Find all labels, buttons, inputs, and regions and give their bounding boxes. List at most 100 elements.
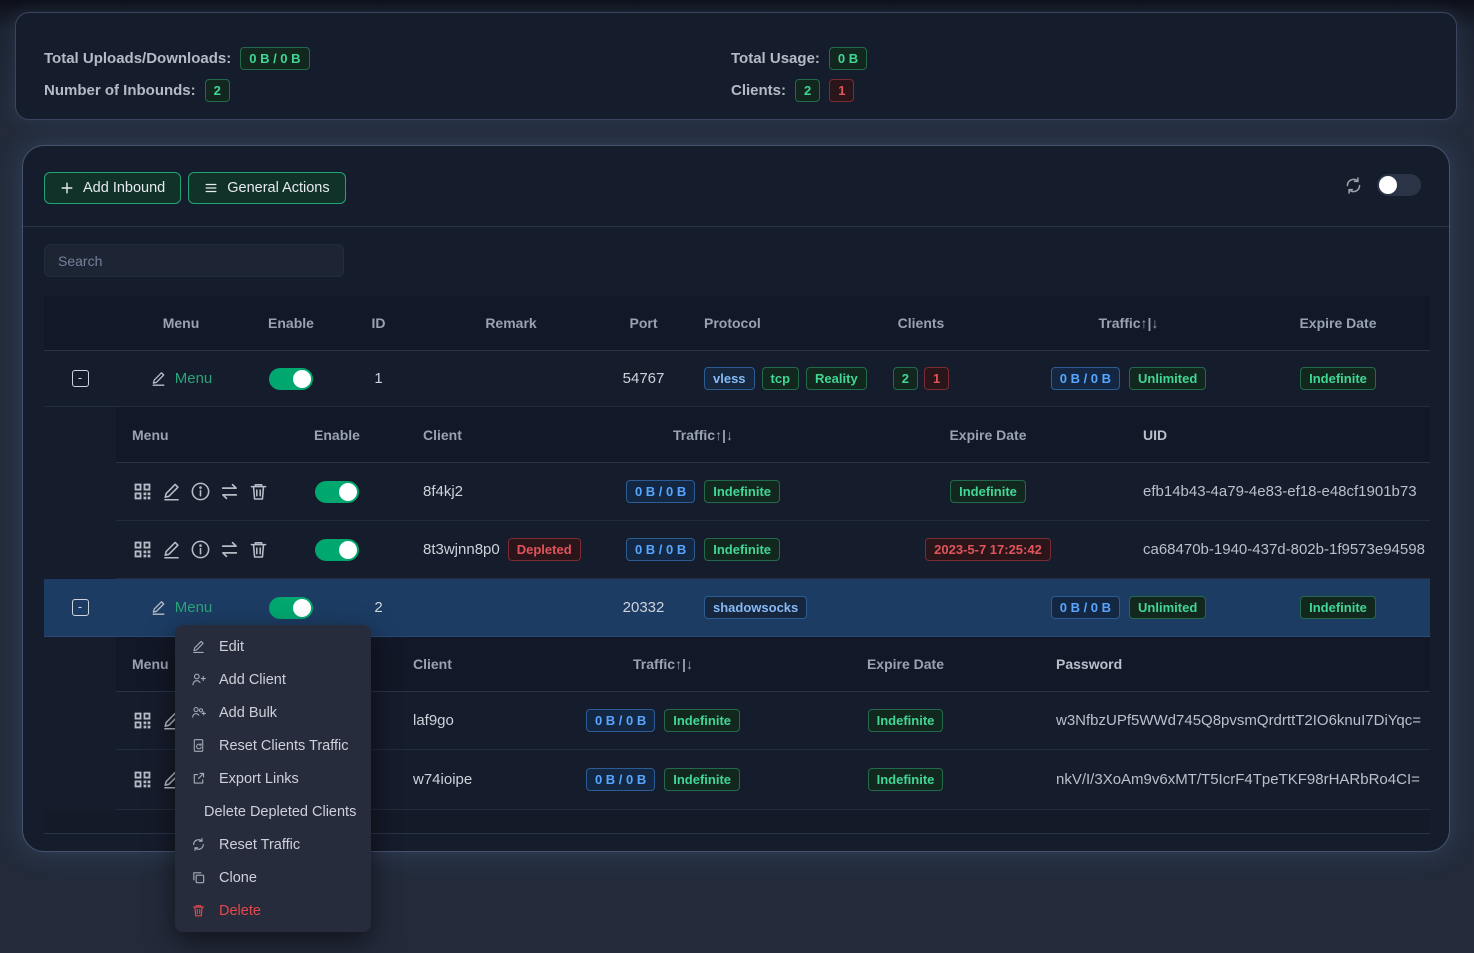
client-traffic-limit-badge: Indefinite: [664, 768, 741, 791]
edit-client-icon[interactable]: [161, 539, 182, 560]
sub-header-uid: UID: [1143, 426, 1168, 443]
plus-icon: [60, 181, 74, 195]
inbound-id: 1: [374, 370, 383, 387]
stat-clients-total: 2: [795, 78, 821, 102]
expire-badge: Indefinite: [1300, 596, 1376, 619]
inbound-menu-button[interactable]: Menu: [150, 370, 213, 387]
sub-header-menu: Menu: [132, 426, 169, 443]
client-row: laf9go 0 B / 0 B Indefinite Indefinite w…: [116, 692, 1430, 750]
client-enable-toggle[interactable]: [315, 538, 359, 561]
add-inbound-button[interactable]: Add Inbound: [44, 172, 182, 204]
edit-icon: [191, 639, 206, 654]
info-icon[interactable]: [190, 539, 211, 560]
enable-toggle[interactable]: [269, 596, 313, 619]
sub-header-client: Client: [413, 656, 452, 672]
edit-client-icon[interactable]: [161, 481, 182, 502]
menu-item-edit[interactable]: Edit: [175, 630, 371, 663]
client-expire-badge: Indefinite: [867, 768, 944, 791]
client-traffic-limit-badge: Indefinite: [704, 538, 781, 561]
toolbar-divider: [23, 226, 1449, 227]
header-toggle[interactable]: [1377, 174, 1421, 196]
header-remark: Remark: [485, 315, 537, 331]
stat-clients-label: Clients:: [731, 81, 787, 99]
security-tag: Reality: [806, 367, 867, 390]
header-port: Port: [629, 315, 658, 331]
enable-toggle[interactable]: [269, 367, 313, 390]
file-refresh-icon: [191, 738, 206, 753]
general-actions-label: General Actions: [227, 180, 330, 196]
general-actions-button[interactable]: General Actions: [188, 172, 346, 204]
client-uid: efb14b43-4a79-4e83-ef18-e48cf1901b73: [1143, 483, 1417, 500]
client-name: 8f4kj2: [423, 483, 464, 500]
sub-header-traffic-sort[interactable]: Traffic↑|↓: [633, 656, 693, 672]
expire-badge: Indefinite: [1300, 367, 1376, 390]
client-password: nkV/I/3XoAm9v6xMT/T5IcrF4TpeTKF98rHARbRo…: [1056, 771, 1420, 788]
inbound-port: 20332: [622, 599, 665, 616]
clients-depleted-badge: 1: [924, 367, 950, 390]
qr-code-icon[interactable]: [132, 769, 153, 790]
inbound-context-menu: Edit Add Client Add Bulk Reset Clients T…: [175, 625, 371, 932]
sub-header-traffic-sort[interactable]: Traffic↑|↓: [673, 426, 733, 443]
menu-item-export-links[interactable]: Export Links: [175, 762, 371, 795]
header-id: ID: [371, 315, 386, 331]
client-row: 8f4kj2 0 B / 0 B Indefinite Indefinite e…: [116, 463, 1430, 521]
menu-item-reset-clients-traffic[interactable]: Reset Clients Traffic: [175, 729, 371, 762]
stat-inbounds-value: 2: [204, 78, 230, 102]
toolbar: Add Inbound General Actions: [44, 172, 346, 204]
header-controls: [1344, 174, 1421, 196]
qr-code-icon[interactable]: [132, 481, 153, 502]
sub-header-enable: Enable: [314, 426, 360, 443]
client-name: w74ioipe: [413, 771, 473, 788]
header-traffic-sort[interactable]: Traffic↑|↓: [1098, 315, 1159, 331]
inbound-menu-button[interactable]: Menu: [150, 599, 213, 616]
stat-clients-depleted: 1: [829, 78, 855, 102]
sub-header-menu: Menu: [132, 656, 169, 672]
protocol-tag: shadowsocks: [704, 596, 808, 619]
info-icon[interactable]: [190, 481, 211, 502]
clients-table-header: Menu Enable Client Traffic↑|↓ Expire Dat…: [116, 407, 1430, 463]
menu-item-add-bulk[interactable]: Add Bulk: [175, 696, 371, 729]
traffic-limit-badge: Unlimited: [1129, 596, 1207, 619]
sub-header-client: Client: [423, 426, 462, 443]
reset-traffic-icon[interactable]: [219, 481, 240, 502]
header-expire-date: Expire Date: [1299, 315, 1377, 331]
edit-pencil-icon: [150, 370, 167, 387]
network-tag: tcp: [761, 367, 800, 390]
protocol-tag: vless: [704, 367, 755, 390]
menu-item-delete[interactable]: Delete: [175, 894, 371, 927]
inbound-menu-label: Menu: [174, 370, 213, 387]
stat-uploads-label: Total Uploads/Downloads:: [44, 49, 232, 67]
export-icon: [191, 771, 206, 786]
qr-code-icon[interactable]: [132, 710, 153, 731]
client-enable-toggle[interactable]: [315, 480, 359, 503]
delete-client-icon[interactable]: [248, 481, 269, 502]
collapse-button[interactable]: -: [71, 370, 89, 387]
stat-number-of-inbounds: Number of Inbounds: 2: [44, 78, 230, 102]
inbounds-table: Menu Enable ID Remark Port Protocol Clie…: [44, 296, 1430, 834]
reset-traffic-icon[interactable]: [219, 539, 240, 560]
refresh-icon[interactable]: [1344, 176, 1363, 195]
delete-client-icon[interactable]: [248, 539, 269, 560]
menu-item-clone[interactable]: Clone: [175, 861, 371, 894]
qr-code-icon[interactable]: [132, 539, 153, 560]
stat-total-usage: Total Usage: 0 B: [731, 46, 868, 70]
collapse-button[interactable]: -: [71, 599, 89, 616]
client-name: laf9go: [413, 712, 454, 729]
client-uid: ca68470b-1940-437d-802b-1f9573e94598: [1143, 541, 1425, 558]
inbound-menu-label: Menu: [174, 599, 213, 616]
menu-item-reset-traffic[interactable]: Reset Traffic: [175, 828, 371, 861]
client-traffic-limit-badge: Indefinite: [664, 709, 741, 732]
inbound-id: 2: [374, 599, 383, 616]
search-input[interactable]: [44, 244, 344, 277]
stat-usage-label: Total Usage:: [731, 49, 820, 67]
traffic-badge: 0 B / 0 B: [1050, 596, 1121, 619]
client-row: 8t3wjnn8p0 Depleted 0 B / 0 B Indefinite…: [116, 521, 1430, 579]
header-menu: Menu: [162, 315, 200, 331]
header-protocol: Protocol: [704, 315, 761, 331]
menu-item-add-client[interactable]: Add Client: [175, 663, 371, 696]
copy-icon: [191, 870, 206, 885]
stat-clients: Clients: 2 1: [731, 78, 855, 102]
menu-item-delete-depleted-clients[interactable]: Delete Depleted Clients: [175, 795, 371, 828]
depleted-badge: Depleted: [507, 538, 581, 561]
client-expire-badge: 2023-5-7 17:25:42: [925, 538, 1051, 561]
